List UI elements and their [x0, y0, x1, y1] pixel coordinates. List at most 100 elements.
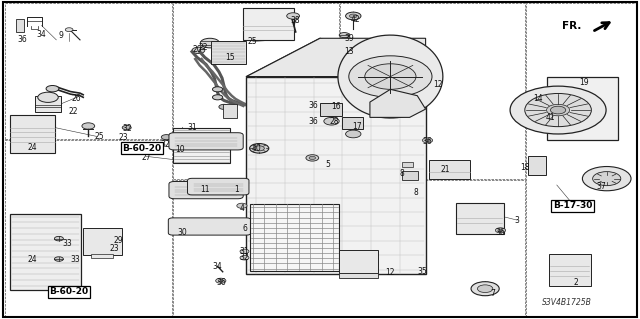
Circle shape	[495, 228, 506, 233]
Text: 27: 27	[141, 153, 151, 162]
Text: 29: 29	[113, 236, 124, 245]
Circle shape	[230, 187, 243, 193]
Bar	[173, 180, 525, 316]
Text: S3V4B1725B: S3V4B1725B	[541, 298, 591, 307]
Text: 36: 36	[308, 101, 319, 110]
Text: 2: 2	[573, 278, 579, 287]
Text: 8: 8	[399, 169, 404, 178]
Text: FR.: FR.	[562, 20, 581, 31]
Circle shape	[349, 56, 432, 97]
Text: 34: 34	[36, 30, 47, 39]
FancyBboxPatch shape	[188, 178, 249, 195]
Text: 36: 36	[495, 228, 506, 237]
Circle shape	[54, 236, 63, 241]
Circle shape	[365, 64, 416, 89]
Polygon shape	[339, 273, 378, 278]
Circle shape	[54, 257, 63, 261]
Text: 17: 17	[352, 122, 362, 130]
Text: 31: 31	[187, 123, 197, 132]
Text: 12: 12	[386, 268, 395, 277]
Bar	[547, 77, 618, 140]
Circle shape	[216, 278, 226, 283]
FancyBboxPatch shape	[169, 182, 243, 199]
Circle shape	[38, 92, 58, 102]
Text: 6: 6	[242, 224, 247, 233]
FancyBboxPatch shape	[168, 218, 251, 235]
Bar	[402, 162, 413, 167]
Circle shape	[346, 12, 361, 20]
Circle shape	[547, 104, 570, 116]
Text: 33: 33	[70, 256, 81, 264]
Circle shape	[212, 87, 223, 92]
Circle shape	[200, 38, 220, 48]
Circle shape	[82, 123, 95, 129]
Bar	[5, 140, 172, 316]
Text: B-17-30: B-17-30	[553, 201, 593, 210]
Text: 26: 26	[72, 94, 82, 103]
Text: 20: 20	[192, 45, 202, 54]
Bar	[173, 128, 230, 163]
Text: 25: 25	[94, 132, 104, 141]
Text: 38: 38	[291, 16, 301, 25]
Bar	[5, 3, 172, 139]
Circle shape	[122, 125, 131, 130]
Text: 35: 35	[417, 267, 428, 276]
Text: 36: 36	[216, 278, 226, 287]
Text: 15: 15	[225, 53, 236, 62]
Circle shape	[306, 155, 319, 161]
Circle shape	[510, 86, 606, 134]
Text: 31: 31	[239, 247, 250, 256]
Text: 24: 24	[27, 256, 37, 264]
Bar	[173, 3, 339, 179]
Text: 23: 23	[118, 133, 128, 142]
Text: 16: 16	[331, 102, 341, 111]
Bar	[402, 171, 418, 180]
Circle shape	[422, 138, 433, 143]
Bar	[35, 96, 61, 112]
Bar	[340, 3, 525, 179]
Circle shape	[339, 33, 349, 38]
Circle shape	[349, 14, 357, 18]
Bar	[342, 117, 363, 129]
Text: 24: 24	[27, 143, 37, 152]
Bar	[456, 203, 504, 234]
Circle shape	[161, 135, 172, 140]
Bar	[200, 41, 220, 45]
Bar	[10, 115, 55, 153]
Circle shape	[239, 224, 250, 229]
Text: 18: 18	[520, 163, 529, 172]
Bar	[339, 250, 378, 273]
Bar	[16, 19, 24, 32]
Text: 13: 13	[344, 47, 354, 56]
Circle shape	[212, 95, 223, 100]
Text: 4: 4	[239, 204, 244, 213]
Bar	[429, 160, 470, 179]
Bar	[91, 254, 113, 258]
Text: 30: 30	[177, 228, 188, 237]
Circle shape	[593, 172, 621, 186]
Circle shape	[287, 13, 300, 19]
Text: 32: 32	[239, 253, 250, 262]
Text: 40: 40	[251, 144, 261, 153]
Circle shape	[550, 106, 566, 114]
Circle shape	[218, 279, 223, 282]
Circle shape	[254, 146, 264, 151]
Circle shape	[237, 203, 247, 208]
Text: 22: 22	[199, 43, 208, 52]
Bar	[526, 3, 637, 316]
Circle shape	[250, 144, 269, 153]
Circle shape	[240, 256, 249, 260]
Circle shape	[46, 85, 59, 92]
Polygon shape	[246, 38, 426, 77]
Text: 34: 34	[212, 262, 223, 271]
Text: 23: 23	[109, 244, 119, 253]
Text: B-60-20: B-60-20	[122, 144, 162, 153]
Bar	[243, 8, 294, 40]
Text: 32: 32	[160, 140, 170, 149]
Bar	[528, 156, 546, 175]
Text: 32: 32	[122, 124, 132, 133]
Text: 3: 3	[515, 216, 520, 225]
FancyBboxPatch shape	[169, 133, 243, 150]
Circle shape	[346, 130, 361, 138]
Circle shape	[240, 249, 249, 254]
